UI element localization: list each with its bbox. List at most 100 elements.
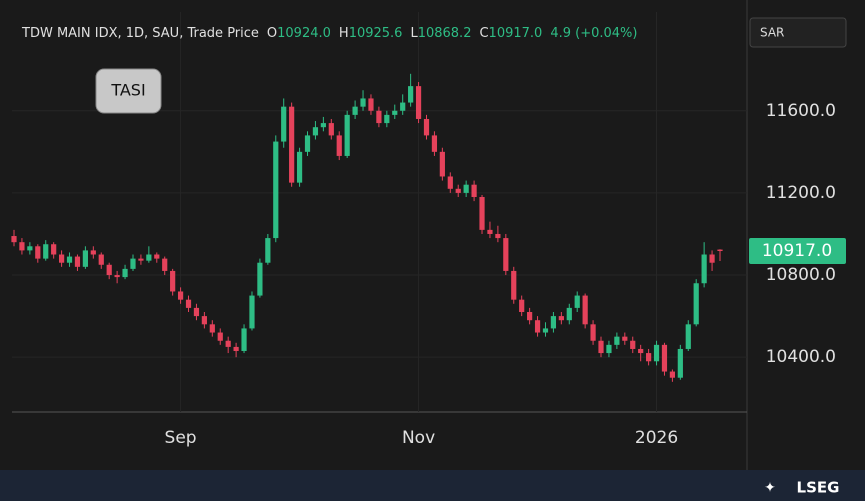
- candle-body: [638, 348, 644, 354]
- ohlc-key: L: [410, 26, 418, 41]
- candle-body: [598, 340, 604, 354]
- candle-body: [146, 254, 152, 261]
- candle-body: [201, 316, 207, 325]
- ohlc-value: 10924.0: [277, 26, 331, 41]
- candle-body: [423, 118, 430, 136]
- candle-body: [669, 371, 676, 378]
- candle-body: [606, 344, 612, 354]
- candle-body: [130, 258, 136, 269]
- candle-body: [312, 127, 319, 136]
- candle-body: [296, 151, 303, 183]
- badge-label: TASI: [110, 81, 145, 100]
- candle-body: [58, 254, 65, 263]
- footer-bar: [0, 470, 865, 501]
- candle-body: [622, 336, 628, 341]
- currency-label[interactable]: SAR: [760, 26, 784, 40]
- candle-body: [400, 102, 406, 111]
- candle-body: [265, 238, 271, 263]
- candle-body: [27, 246, 33, 251]
- candle-body: [384, 114, 390, 124]
- candle-body: [511, 270, 517, 300]
- candle-body: [519, 299, 525, 312]
- candle-body: [51, 244, 57, 255]
- candle-body: [185, 299, 192, 308]
- candle-body: [693, 283, 699, 325]
- candle-body: [677, 348, 683, 378]
- candle-body: [503, 238, 509, 271]
- candle-body: [43, 244, 49, 259]
- candle-body: [289, 106, 295, 183]
- candle-body: [273, 141, 279, 239]
- candle-body: [170, 270, 176, 292]
- candle-body: [431, 135, 438, 152]
- currency-button[interactable]: [749, 17, 847, 48]
- candle-body: [709, 254, 715, 263]
- candle-body: [574, 295, 580, 308]
- candle-body: [19, 242, 25, 251]
- candle-body: [154, 254, 160, 259]
- candle-body: [360, 98, 366, 107]
- candle-body: [138, 258, 144, 261]
- candle-body: [344, 114, 350, 156]
- candle-body: [177, 291, 184, 300]
- header: TDW MAIN IDX, 1D, SAU, Trade Price O10924…: [21, 26, 637, 41]
- candle-body: [479, 197, 485, 230]
- candle-body: [439, 151, 445, 177]
- candle-body: [249, 295, 255, 329]
- candle-body: [614, 336, 620, 345]
- candle-body: [447, 176, 453, 189]
- x-tick-label: 2026: [635, 428, 678, 448]
- candle-body: [630, 340, 636, 349]
- candle-body: [717, 249, 723, 252]
- ohlc-value: 10868.2: [418, 26, 472, 41]
- candle-body: [558, 316, 564, 321]
- candle-body: [11, 236, 17, 243]
- candle-body: [352, 106, 358, 115]
- candle-body: [193, 307, 200, 317]
- x-tick-label: Sep: [165, 428, 197, 448]
- last-price-label: 10917.0: [762, 241, 832, 261]
- candle-body: [542, 328, 549, 333]
- candle-body: [233, 346, 239, 352]
- candle-body: [408, 86, 414, 103]
- candle-body: [225, 340, 231, 347]
- candle-body: [455, 188, 461, 193]
- candle-body: [162, 258, 168, 271]
- candle-body: [590, 324, 596, 341]
- ohlc-value: 10917.0: [489, 26, 543, 41]
- candle-body: [98, 254, 104, 265]
- candle-body: [653, 344, 660, 362]
- candle-body: [471, 184, 477, 198]
- candle-body: [368, 98, 374, 111]
- candle-body: [257, 262, 263, 296]
- candle-body: [74, 256, 81, 267]
- y-tick-label: 11600.0: [766, 101, 836, 121]
- candle-body: [487, 229, 493, 234]
- candle-body: [122, 268, 128, 278]
- candle-body: [304, 135, 311, 152]
- candle-body: [209, 324, 215, 333]
- candle-body: [701, 254, 707, 284]
- badge: [95, 68, 162, 114]
- candle-body: [685, 324, 691, 349]
- candle-body: [415, 86, 422, 119]
- y-tick-label: 10400.0: [766, 347, 836, 367]
- candle-body: [495, 233, 501, 239]
- candle-body: [320, 123, 326, 128]
- ohlc-key: O: [267, 26, 277, 41]
- candle-body: [217, 332, 223, 341]
- candle-body: [376, 110, 382, 124]
- ohlc-key: H: [339, 26, 349, 41]
- footer-logo: LSEG: [797, 479, 840, 497]
- change: 4.9 (+0.04%): [550, 26, 637, 41]
- candle-body: [582, 295, 588, 325]
- candle-body: [646, 353, 652, 362]
- ohlc-key: C: [479, 26, 488, 41]
- candle-body: [336, 135, 342, 156]
- candle-body: [328, 123, 334, 136]
- candle-body: [281, 106, 287, 142]
- x-tick-label: Nov: [402, 428, 435, 448]
- candle-body: [463, 184, 469, 193]
- candle-body: [66, 256, 73, 263]
